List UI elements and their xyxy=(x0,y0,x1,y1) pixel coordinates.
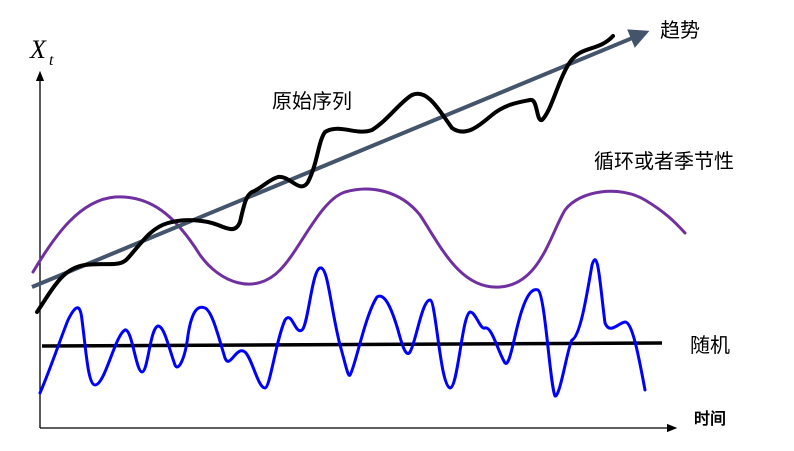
random-baseline xyxy=(41,341,663,348)
y-axis-symbol: X xyxy=(29,35,47,64)
trend-arrow xyxy=(31,29,650,289)
random-label: 随机 xyxy=(690,333,730,357)
y-axis-subscript: t xyxy=(49,52,54,69)
original-series-label: 原始序列 xyxy=(272,89,352,113)
random-component-curve xyxy=(38,258,647,398)
trend-label: 趋势 xyxy=(660,18,700,42)
original-series-curve xyxy=(35,34,615,314)
cyclical-component-curve xyxy=(31,187,687,289)
cyclical-seasonal-label: 循环或者季节性 xyxy=(594,149,734,173)
x-axis-label-time: 时间 xyxy=(694,409,726,428)
